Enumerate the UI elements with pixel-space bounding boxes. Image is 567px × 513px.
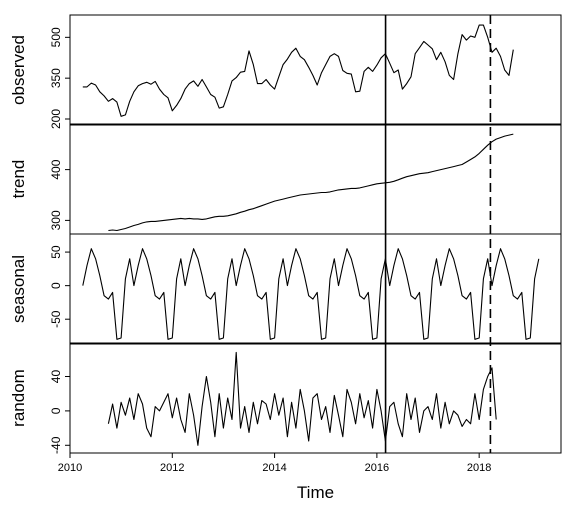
panel-trend: 300 400 trend: [9, 123, 562, 235]
xtick-label: 2010: [58, 462, 82, 474]
series-line-seasonal: [82, 248, 540, 340]
ytick-label-trend: 300: [49, 210, 63, 230]
panel-random: -40 0 40 random: [9, 342, 562, 454]
ytick-label-seasonal: -50: [49, 310, 63, 328]
ytick-label-random: 40: [49, 370, 63, 384]
series-line-trend: [108, 133, 514, 232]
panel-observed: 200 350 500 observed: [9, 14, 562, 129]
panel-seasonal: -50 0 50 seasonal: [9, 233, 562, 345]
panel-frame-random: [69, 342, 562, 454]
ytick-label-trend: 400: [49, 159, 63, 179]
xtick-label: 2018: [467, 462, 491, 474]
xtick-label: 2016: [365, 462, 389, 474]
xtick-label: 2012: [160, 462, 184, 474]
ytick-label-seasonal: 0: [49, 282, 63, 289]
panel-frame-seasonal: [69, 233, 562, 345]
series-line-random: [107, 351, 497, 446]
panel-frame-trend: [69, 123, 562, 235]
series-line-observed: [82, 24, 514, 117]
xtick-label: 2014: [262, 462, 286, 474]
panel-ylabel-trend: trend: [9, 160, 28, 199]
ytick-label-observed: 500: [49, 27, 63, 47]
ytick-label-seasonal: 50: [49, 245, 63, 259]
x-axis-label: Time: [297, 483, 334, 502]
panel-ylabel-observed: observed: [9, 35, 28, 105]
ytick-label-random: -40: [49, 436, 63, 454]
panel-frame-observed: [69, 14, 562, 126]
panel-ylabel-random: random: [9, 369, 28, 427]
ytick-label-observed: 350: [49, 68, 63, 88]
x-axis: 2010 2012 2014 2016 2018: [58, 453, 491, 474]
ytick-label-random: 0: [49, 407, 63, 414]
panels-group: 200350500observed300400trend-50050season…: [9, 14, 562, 454]
ytick-label-observed: 200: [49, 109, 63, 129]
panel-ylabel-seasonal: seasonal: [9, 255, 28, 323]
